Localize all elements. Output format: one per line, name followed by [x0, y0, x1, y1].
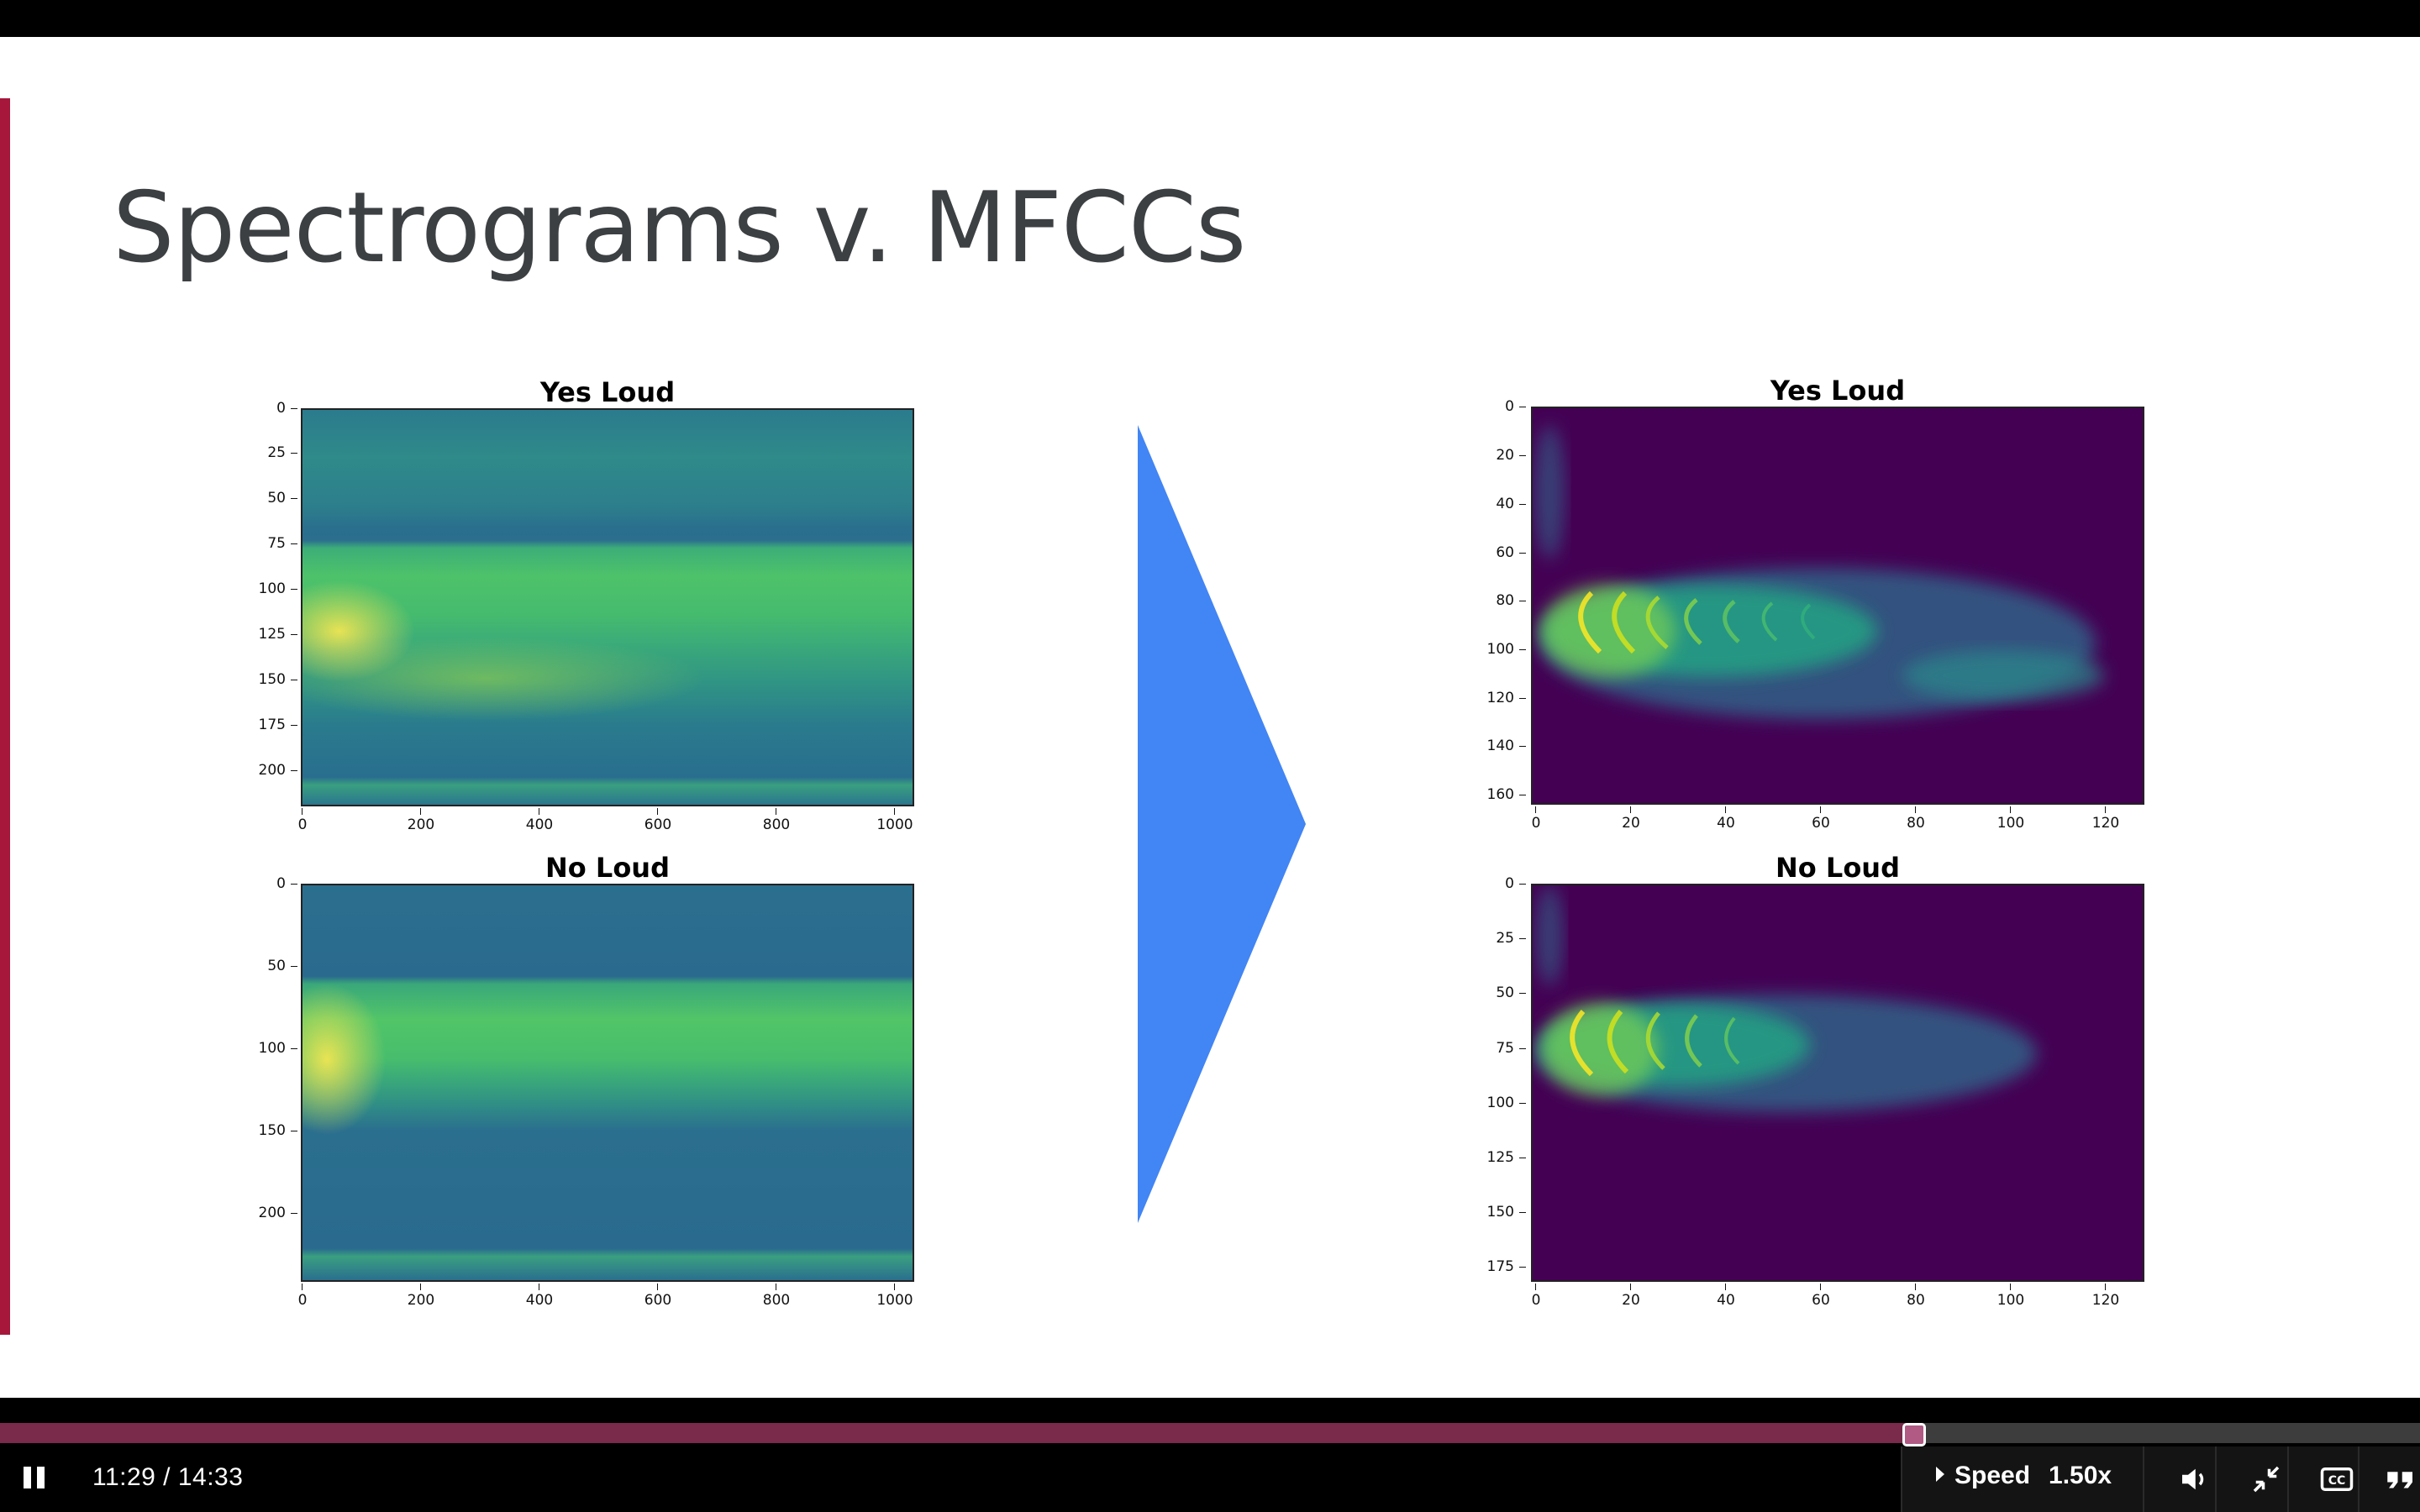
plot-title: Yes Loud: [539, 376, 676, 408]
exit-fullscreen-icon[interactable]: [2249, 1462, 2284, 1497]
y-tick: 150: [1464, 1204, 1526, 1221]
arrow-shape: [1138, 425, 1306, 1223]
y-tick: 150: [235, 1122, 297, 1139]
divider: [2358, 1446, 2360, 1512]
y-tick: 0: [1464, 398, 1526, 415]
y-tick: 20: [1464, 447, 1526, 464]
x-tick: 40: [1701, 1284, 1751, 1309]
y-tick: 50: [235, 958, 297, 974]
x-tick: 400: [514, 1284, 565, 1309]
y-tick: 25: [235, 444, 297, 461]
plot-title: No Loud: [1776, 852, 1900, 884]
spectrogram-image: [301, 884, 914, 1282]
x-tick: 400: [514, 808, 565, 833]
y-tick: 25: [1464, 930, 1526, 947]
progress-bar[interactable]: [0, 1423, 2420, 1443]
y-tick: 200: [235, 762, 297, 779]
mfcc-image: [1531, 407, 2144, 805]
x-tick: 200: [396, 808, 446, 833]
y-tick: 0: [235, 400, 297, 417]
x-tick: 0: [277, 1284, 328, 1309]
spectrogram-no-loud: No Loud 0 50 100 150 200 0 200 400 600 8…: [227, 848, 924, 1319]
spectrogram-image: [301, 408, 914, 806]
divider: [2215, 1446, 2217, 1512]
mfcc-heat-pattern: [1533, 885, 2037, 1112]
x-tick: 20: [1606, 806, 1656, 832]
y-tick: 125: [235, 626, 297, 643]
y-tick: 75: [1464, 1040, 1526, 1057]
y-tick: 175: [235, 717, 297, 733]
x-tick: 120: [2081, 806, 2131, 832]
speed-label: Speed: [1954, 1462, 2031, 1489]
time-display: 11:29 / 14:33: [92, 1463, 244, 1491]
pause-icon[interactable]: [24, 1467, 49, 1488]
x-tick: 80: [1891, 1284, 1941, 1309]
video-controls: 11:29 / 14:33 Speed 1.50x CC: [0, 1398, 2420, 1512]
slide-accent-bar: [0, 98, 10, 1335]
progress-played: [0, 1423, 1915, 1443]
y-tick: 100: [235, 1040, 297, 1057]
spectrogram-yes-loud: Yes Loud 0 25 50 75 100 125 150 175 200 …: [227, 373, 924, 843]
x-tick: 800: [751, 1284, 802, 1309]
x-tick: 600: [633, 1284, 683, 1309]
volume-icon[interactable]: [2176, 1462, 2212, 1497]
y-tick: 100: [1464, 1095, 1526, 1111]
y-tick: 100: [1464, 641, 1526, 658]
y-tick: 50: [235, 490, 297, 507]
player-right-controls: Speed 1.50x CC: [1901, 1446, 2420, 1512]
mfcc-image: [1531, 884, 2144, 1282]
quote-icon[interactable]: [2383, 1462, 2418, 1497]
y-tick: 150: [235, 671, 297, 688]
progress-scrubber-handle[interactable]: [1902, 1423, 1927, 1446]
y-tick: 160: [1464, 786, 1526, 803]
y-tick: 40: [1464, 496, 1526, 512]
divider: [2287, 1446, 2289, 1512]
divider: [2143, 1446, 2144, 1512]
slide-title: Spectrograms v. MFCCs: [113, 171, 1246, 285]
x-tick: 60: [1796, 1284, 1846, 1309]
arrow-right-icon: [1138, 425, 1306, 1223]
x-tick: 800: [751, 808, 802, 833]
x-tick: 100: [1986, 806, 2036, 832]
x-tick: 120: [2081, 1284, 2131, 1309]
mfcc-heat-pattern: [1534, 425, 2104, 719]
x-tick: 200: [396, 1284, 446, 1309]
mfcc-no-loud: No Loud 0 25 50 75 100 12: [1459, 848, 2156, 1319]
y-tick: 75: [235, 535, 297, 552]
y-tick: 80: [1464, 592, 1526, 609]
y-tick: 100: [235, 580, 297, 597]
top-black-bar: [0, 0, 2420, 37]
svg-text:CC: CC: [2328, 1474, 2346, 1488]
x-tick: 0: [277, 808, 328, 833]
caret-right-icon: [1936, 1467, 1944, 1482]
x-tick: 40: [1701, 806, 1751, 832]
y-tick: 50: [1464, 984, 1526, 1001]
mfcc-yes-loud: Yes Loud 0 20 40: [1459, 373, 2156, 843]
y-tick: 0: [235, 875, 297, 892]
x-tick: 600: [633, 808, 683, 833]
speed-menu-button[interactable]: Speed 1.50x: [1936, 1462, 2112, 1490]
y-tick: 125: [1464, 1149, 1526, 1166]
x-tick: 1000: [870, 808, 920, 833]
y-tick: 60: [1464, 544, 1526, 561]
slide: Spectrograms v. MFCCs Yes Loud 0 25 50 7…: [0, 37, 2420, 1398]
plot-title: Yes Loud: [1770, 375, 1906, 407]
plot-title: No Loud: [545, 852, 670, 884]
y-tick: 0: [1464, 875, 1526, 892]
y-tick: 175: [1464, 1258, 1526, 1275]
y-tick: 200: [235, 1205, 297, 1221]
x-tick: 0: [1511, 1284, 1561, 1309]
x-tick: 60: [1796, 806, 1846, 832]
y-tick: 120: [1464, 690, 1526, 706]
speed-value: 1.50x: [2049, 1462, 2112, 1489]
x-tick: 100: [1986, 1284, 2036, 1309]
y-tick: 140: [1464, 738, 1526, 754]
x-tick: 20: [1606, 1284, 1656, 1309]
x-tick: 0: [1511, 806, 1561, 832]
closed-captions-icon[interactable]: CC: [2319, 1462, 2354, 1497]
x-tick: 80: [1891, 806, 1941, 832]
x-tick: 1000: [870, 1284, 920, 1309]
